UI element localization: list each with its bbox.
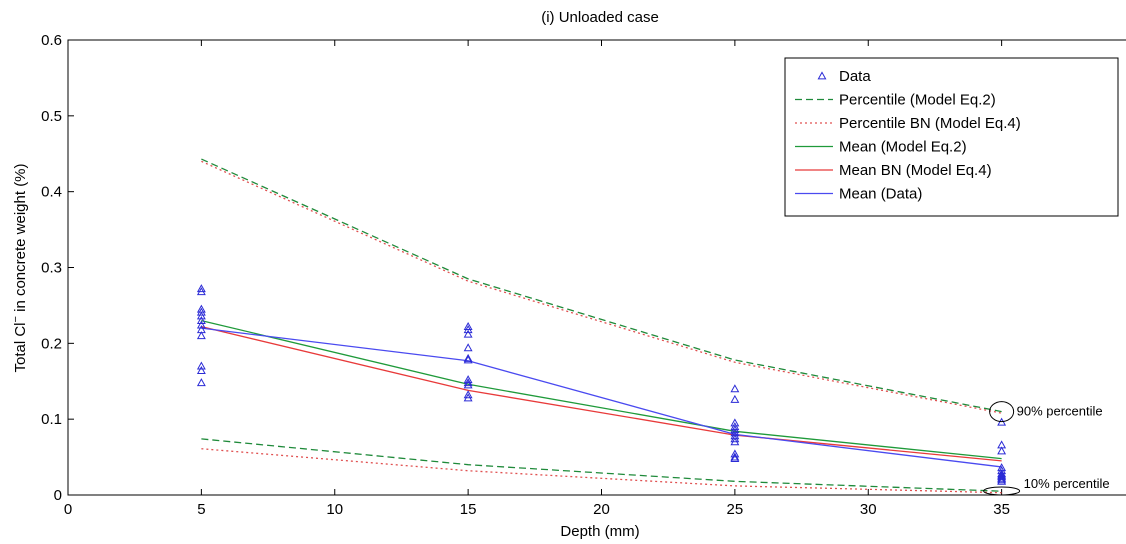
data-point bbox=[196, 284, 206, 293]
percentile-upper-line bbox=[201, 158, 1002, 413]
data-point bbox=[196, 366, 206, 375]
data-point bbox=[997, 446, 1007, 455]
y-axis: 0 0.1 0.2 0.3 0.4 0.5 0.6 bbox=[41, 32, 74, 504]
legend-marker bbox=[817, 71, 827, 80]
data-point bbox=[997, 476, 1007, 485]
x-axis: 0510152025303540 bbox=[64, 40, 1010, 518]
annotation-label: 90% percentile bbox=[1017, 404, 1103, 419]
legend-label: Mean BN (Model Eq.4) bbox=[839, 162, 992, 179]
data-point bbox=[730, 384, 740, 393]
y-tick-label: 0.3 bbox=[41, 260, 62, 277]
legend-box bbox=[784, 57, 1119, 217]
series-lines bbox=[201, 158, 1002, 494]
data-point bbox=[463, 353, 473, 362]
y-tick-label: 0.2 bbox=[41, 335, 62, 352]
chart-title: (i) Unloaded case bbox=[541, 9, 659, 26]
x-tick-label: 20 bbox=[593, 501, 610, 518]
data-point bbox=[463, 322, 473, 331]
data-point bbox=[730, 453, 740, 462]
data-point bbox=[463, 329, 473, 338]
data-points bbox=[196, 284, 1007, 485]
annotations: 90% percentile 10% percentile bbox=[983, 401, 1110, 496]
data-point bbox=[463, 325, 473, 334]
y-tick-label: 0.6 bbox=[41, 32, 62, 49]
data-point bbox=[730, 449, 740, 458]
y-axis-title: Total Cl− in concrete weight (%) bbox=[10, 163, 29, 372]
data-point bbox=[730, 452, 740, 461]
legend-label: Data bbox=[839, 68, 871, 85]
data-point bbox=[463, 355, 473, 364]
y-tick-label: 0.5 bbox=[41, 108, 62, 125]
y-tick-label: 0 bbox=[54, 487, 62, 504]
data-point bbox=[196, 287, 206, 296]
x-tick-label: 30 bbox=[860, 501, 877, 518]
data-point bbox=[730, 437, 740, 446]
percentile-upper-line bbox=[201, 160, 1002, 414]
legend-label: Percentile (Model Eq.2) bbox=[839, 92, 996, 109]
data-point bbox=[463, 378, 473, 387]
x-tick-label: 5 bbox=[197, 501, 205, 518]
annotation-ellipse bbox=[983, 486, 1021, 496]
data-point bbox=[997, 472, 1007, 481]
data-point bbox=[997, 473, 1007, 482]
data-point bbox=[463, 393, 473, 402]
data-point bbox=[196, 378, 206, 387]
x-tick-label: 10 bbox=[326, 501, 343, 518]
data-point bbox=[997, 475, 1007, 484]
legend: Data Percentile (Model Eq.2) Percentile BN… bbox=[784, 57, 1119, 217]
data-point bbox=[463, 390, 473, 399]
legend-label: Mean (Model Eq.2) bbox=[839, 139, 967, 156]
x-tick-label: 15 bbox=[460, 501, 477, 518]
annotation-ellipse bbox=[989, 401, 1015, 423]
data-point bbox=[463, 343, 473, 352]
mean-line bbox=[201, 326, 1002, 462]
legend-label: Mean (Data) bbox=[839, 186, 922, 203]
y-axis-title-main: Total Cl bbox=[12, 322, 29, 372]
annotation-label: 10% percentile bbox=[1024, 476, 1110, 491]
x-tick-label: 35 bbox=[993, 501, 1010, 518]
y-axis-title-sup: − bbox=[10, 316, 22, 322]
data-point bbox=[196, 361, 206, 370]
data-point bbox=[463, 375, 473, 384]
data-point bbox=[196, 320, 206, 329]
x-tick-label: 0 bbox=[64, 501, 72, 518]
data-point bbox=[196, 331, 206, 340]
percentile-lower-line bbox=[201, 438, 1002, 492]
x-tick-label: 25 bbox=[727, 501, 744, 518]
y-tick-label: 0.4 bbox=[41, 184, 62, 201]
data-point bbox=[196, 307, 206, 316]
data-point bbox=[196, 315, 206, 324]
y-tick-label: 0.1 bbox=[41, 411, 62, 428]
x-axis-title: Depth (mm) bbox=[560, 523, 639, 540]
percentile-lower-line bbox=[201, 448, 1002, 494]
legend-label: Percentile BN (Model Eq.4) bbox=[839, 115, 1021, 132]
mean-line bbox=[201, 319, 1002, 460]
data-point bbox=[196, 311, 206, 320]
data-point bbox=[463, 380, 473, 389]
y-axis-title-rest: in concrete weight (%) bbox=[12, 163, 29, 316]
mean-line bbox=[201, 327, 1002, 468]
data-point bbox=[730, 434, 740, 443]
data-point bbox=[730, 394, 740, 403]
